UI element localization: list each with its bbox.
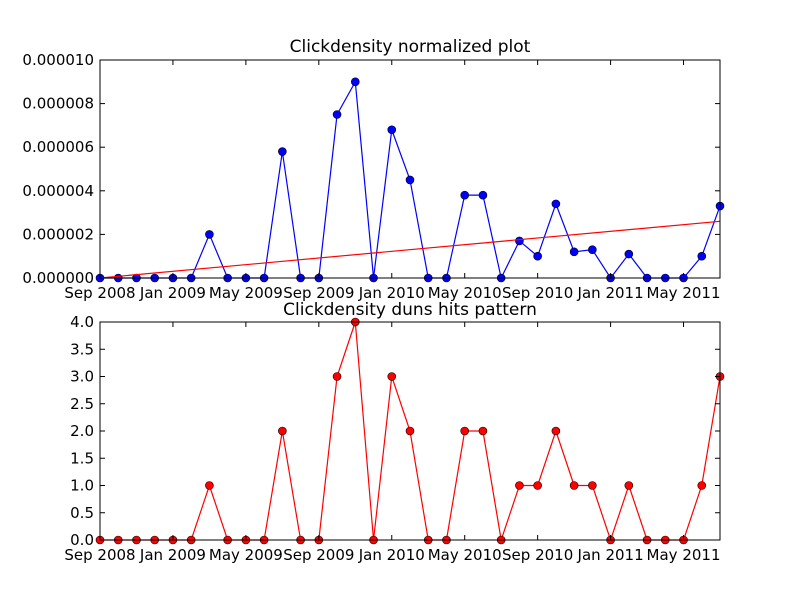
data-point [350,77,360,87]
data-point [278,426,287,436]
data-point [405,426,415,436]
data-point [533,481,542,490]
y-tick-label: 3.0 [70,368,94,386]
y-tick-label: 0.000010 [22,51,94,69]
data-point [551,426,561,436]
chart-title: Clickdensity duns hits pattern [283,300,537,320]
x-tick-label: May 2009 [209,546,283,564]
y-tick-label: 1.5 [70,449,94,467]
x-tick-label: Sep 2009 [283,546,354,564]
data-point [332,372,342,381]
x-tick-label: Jan 2009 [139,546,206,564]
data-point [332,110,342,119]
plot-1: Clickdensity normalized plot 0.000000 0.00… [22,37,725,302]
data-point [515,236,524,246]
x-tick-label: Jan 2010 [358,284,425,302]
data-point [533,251,542,261]
y-tick-label: 0.5 [70,504,94,522]
x-tick-label: Sep 2009 [283,284,354,302]
data-point [205,481,214,490]
y-tick-label: 2.5 [70,395,94,413]
data-point [569,481,579,490]
x-tick-label: May 2010 [428,284,502,302]
data-point [588,245,597,254]
y-tick-label: 0.000006 [22,138,94,156]
data-point [515,481,524,490]
x-tick-label: Sep 2008 [64,546,135,564]
data-point [278,147,287,156]
data-point [478,190,488,200]
y-tick-label: 0.0 [70,531,94,549]
data-point [460,426,470,436]
y-tick-label: 0.000000 [22,269,94,287]
data-point [387,372,397,381]
y-tick-label: 1.0 [70,477,94,495]
y-tick-label: 0.000002 [22,225,94,243]
x-tick-label: May 2011 [647,546,721,564]
y-tick-label: 3.5 [70,340,94,358]
x-tick-label: Sep 2010 [502,546,573,564]
data-point [624,481,634,490]
plot-frame [99,59,721,279]
data-point [697,251,707,261]
x-tick-label: May 2010 [428,546,502,564]
data-point [460,190,470,200]
chart-title: Clickdensity normalized plot [290,37,531,57]
plot-2: Clickdensity duns hits pattern 0.0 0.5 1.0 1… [64,300,725,564]
x-tick-label: Sep 2008 [64,284,135,302]
data-point [697,481,707,490]
data-point [478,426,488,436]
data-point [205,230,214,239]
x-tick-label: Jan 2011 [577,284,644,302]
data-point [624,249,634,259]
data-point [405,175,415,185]
x-tick-label: Jan 2010 [358,546,425,564]
trend-line-2 [99,220,721,279]
x-tick-label: May 2011 [647,284,721,302]
data-point [551,199,561,209]
y-tick-label: 0.000004 [22,182,94,200]
x-tick-label: Jan 2009 [139,284,206,302]
y-tick-label: 0.000008 [22,95,94,113]
x-tick-label: Sep 2010 [502,284,573,302]
x-tick-label: May 2009 [209,284,283,302]
data-point [387,125,397,135]
data-point [569,247,579,257]
x-tick-label: Jan 2011 [577,546,644,564]
y-tick-label: 2.0 [70,422,94,440]
y-tick-label: 4.0 [70,313,94,331]
data-point [588,481,597,490]
